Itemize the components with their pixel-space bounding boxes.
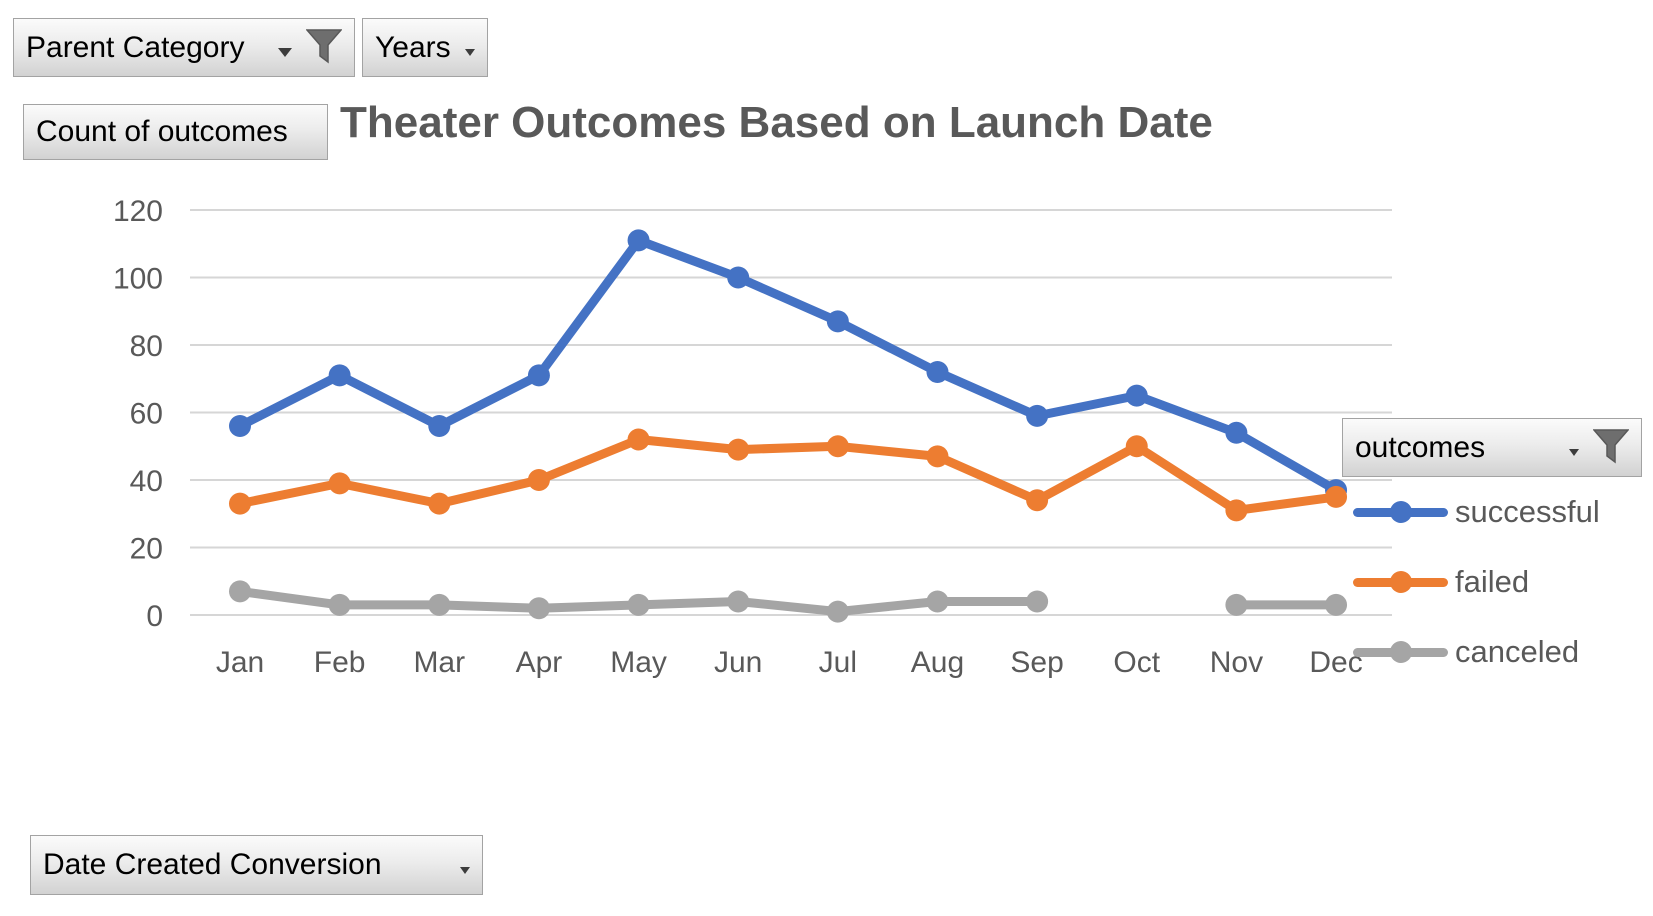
field-button-parent-category[interactable]: Parent Category: [13, 18, 355, 77]
filter-icon: [1593, 428, 1629, 467]
x-axis-tick-label: Jun: [714, 646, 762, 679]
data-point-failed-Jun: [727, 438, 750, 461]
data-point-canceled-Jun: [727, 590, 750, 613]
data-point-successful-Jun: [727, 266, 750, 289]
data-point-successful-Sep: [1026, 404, 1049, 427]
field-button-count-of-outcomes[interactable]: Count of outcomes: [23, 104, 328, 160]
x-axis-tick-label: Aug: [911, 646, 964, 679]
data-point-canceled-Mar: [428, 593, 451, 616]
legend-label: canceled: [1455, 634, 1580, 669]
y-axis-tick-label: 0: [146, 600, 163, 633]
data-point-successful-Apr: [527, 364, 550, 387]
chart-title: Theater Outcomes Based on Launch Date: [340, 98, 1213, 147]
x-axis-tick-label: Apr: [516, 646, 563, 679]
field-button-label: Years: [375, 30, 451, 64]
x-axis-tick-label: Jul: [819, 646, 857, 679]
y-axis-tick-label: 60: [130, 398, 163, 431]
data-point-successful-Aug: [926, 361, 949, 383]
legend-marker-canceled: [1353, 634, 1448, 670]
data-point-failed-Mar: [428, 492, 451, 515]
y-axis-tick-label: 100: [113, 263, 163, 296]
data-point-successful-Jan: [229, 415, 251, 437]
dropdown-caret-icon: [465, 49, 475, 56]
data-point-successful-Nov: [1225, 421, 1248, 444]
filter-icon: [306, 28, 342, 67]
legend-label: failed: [1455, 564, 1530, 599]
data-point-failed-May: [627, 428, 650, 451]
data-point-canceled-Jul: [826, 600, 849, 623]
field-button-label: Date Created Conversion: [43, 848, 382, 881]
y-axis-tick-label: 40: [130, 465, 163, 498]
series-line-failed: [235, 435, 1341, 515]
data-point-failed-Dec: [1325, 485, 1348, 508]
data-point-canceled-Jan: [229, 580, 251, 603]
legend-label: successful: [1455, 494, 1600, 529]
y-axis-tick-label: 120: [113, 195, 163, 228]
data-point-canceled-Nov: [1225, 593, 1248, 616]
data-point-failed-Jan: [229, 492, 251, 515]
x-axis-tick-label: Mar: [413, 646, 465, 679]
data-point-canceled-Feb: [328, 593, 351, 616]
data-point-successful-Mar: [428, 415, 451, 437]
data-point-canceled-Apr: [527, 597, 550, 620]
data-point-canceled-Sep: [1026, 590, 1049, 613]
data-point-successful-Jul: [826, 310, 849, 333]
legend-item-successful: successful: [1353, 494, 1600, 530]
data-point-failed-Nov: [1225, 499, 1248, 522]
legend-item-canceled: canceled: [1353, 634, 1579, 670]
data-point-failed-Sep: [1026, 489, 1049, 512]
field-button-label: Count of outcomes: [36, 115, 288, 148]
field-button-date-created-conversion[interactable]: Date Created Conversion: [30, 835, 483, 895]
data-point-successful-Oct: [1125, 384, 1148, 407]
data-point-failed-Jul: [826, 435, 849, 458]
data-point-failed-Aug: [926, 445, 949, 468]
field-button-label: Parent Category: [26, 30, 245, 64]
field-button-years[interactable]: Years: [362, 18, 488, 77]
data-point-canceled-Dec: [1325, 593, 1348, 616]
series-line-successful: [235, 235, 1341, 495]
data-point-successful-May: [627, 229, 650, 252]
data-point-failed-Apr: [527, 469, 550, 491]
y-axis-tick-label: 20: [130, 533, 163, 566]
x-axis-tick-label: Nov: [1210, 646, 1263, 679]
data-point-failed-Oct: [1125, 435, 1148, 458]
dropdown-caret-icon: [1569, 449, 1579, 456]
dropdown-caret-icon: [460, 866, 470, 874]
field-button-outcomes[interactable]: outcomes: [1342, 418, 1642, 477]
dropdown-caret-icon: [278, 48, 292, 57]
data-point-canceled-May: [627, 593, 650, 616]
x-axis-tick-label: May: [610, 646, 667, 679]
data-point-failed-Feb: [328, 472, 351, 495]
legend-item-failed: failed: [1353, 564, 1529, 600]
data-point-canceled-Aug: [926, 590, 949, 613]
y-axis-tick-label: 80: [130, 330, 163, 363]
x-axis-tick-label: Sep: [1010, 646, 1063, 679]
legend-marker-successful: [1353, 494, 1448, 530]
x-axis-tick-label: Jan: [216, 646, 264, 679]
x-axis-tick-label: Oct: [1113, 646, 1160, 679]
x-axis-tick-label: Feb: [314, 646, 366, 679]
data-point-successful-Feb: [328, 364, 351, 387]
legend-marker-failed: [1353, 564, 1448, 600]
field-button-label: outcomes: [1355, 430, 1486, 464]
